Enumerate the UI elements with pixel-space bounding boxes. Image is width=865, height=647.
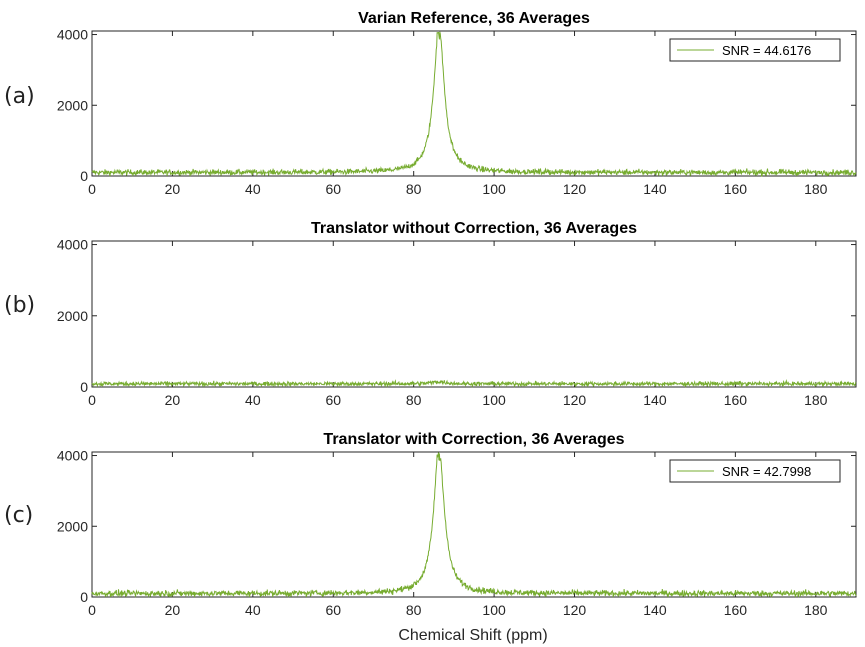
chart-title: Varian Reference, 36 Averages — [358, 10, 590, 27]
x-tick-label: 140 — [643, 392, 667, 408]
x-tick-label: 120 — [563, 181, 587, 197]
x-tick-label: 180 — [804, 181, 828, 197]
legend-box — [669, 38, 841, 62]
series-line — [91, 31, 857, 178]
x-tick-label: 0 — [88, 602, 96, 618]
x-tick-label: 80 — [406, 392, 422, 408]
series-line — [91, 452, 857, 598]
panel-label-b: (b) — [4, 293, 36, 318]
x-tick-label: 80 — [406, 181, 422, 197]
chart-title: Translator without Correction, 36 Averag… — [311, 220, 637, 237]
x-tick-label: 0 — [88, 181, 96, 197]
x-tick-label: 20 — [165, 181, 181, 197]
axes-box — [91, 240, 857, 388]
legend-entry: SNR = 42.7998 — [722, 464, 811, 479]
subplot-c: Translator with Correction, 36 Averages 0… — [57, 431, 857, 618]
x-tick-label: 140 — [643, 181, 667, 197]
x-tick-label: 100 — [482, 602, 506, 618]
x-tick-label: 100 — [482, 181, 506, 197]
y-tick-label: 2000 — [57, 97, 88, 113]
x-tick-label: 120 — [563, 602, 587, 618]
x-axis-label: Chemical Shift (ppm) — [398, 627, 547, 644]
x-tick-label: 180 — [804, 602, 828, 618]
subplot-b: Translator without Correction, 36 Averag… — [57, 220, 857, 408]
legend-entry: SNR = 44.6176 — [722, 43, 811, 58]
x-tick-label: 60 — [325, 392, 341, 408]
x-tick-label: 180 — [804, 392, 828, 408]
x-tick-label: 40 — [245, 602, 261, 618]
panel-label-a: (a) — [4, 84, 35, 109]
legend-box — [669, 459, 841, 483]
x-tick-label: 0 — [88, 392, 96, 408]
y-tick-label: 0 — [80, 379, 88, 395]
series-line — [91, 378, 857, 388]
x-tick-label: 140 — [643, 602, 667, 618]
y-tick-label: 0 — [80, 168, 88, 184]
y-tick-label: 4000 — [57, 27, 88, 43]
x-tick-label: 60 — [325, 602, 341, 618]
legend: SNR = 42.7998 — [669, 459, 841, 483]
chart-title: Translator with Correction, 36 Averages — [323, 431, 624, 448]
y-tick-label: 4000 — [57, 448, 88, 464]
y-tick-label: 2000 — [57, 518, 88, 534]
x-tick-label: 40 — [245, 181, 261, 197]
y-tick-label: 2000 — [57, 308, 88, 324]
x-tick-label: 100 — [482, 392, 506, 408]
y-tick-label: 0 — [80, 589, 88, 605]
x-tick-label: 20 — [165, 392, 181, 408]
x-tick-label: 160 — [724, 392, 748, 408]
legend: SNR = 44.6176 — [669, 38, 841, 62]
x-tick-label: 80 — [406, 602, 422, 618]
x-tick-label: 60 — [325, 181, 341, 197]
panel-label-c: (c) — [4, 503, 34, 528]
x-tick-label: 20 — [165, 602, 181, 618]
x-tick-label: 160 — [724, 602, 748, 618]
x-tick-label: 160 — [724, 181, 748, 197]
y-tick-label: 4000 — [57, 237, 88, 253]
x-tick-label: 40 — [245, 392, 261, 408]
subplot-a: Varian Reference, 36 Averages 0 20 40 60 80 10… — [57, 10, 857, 197]
x-tick-label: 120 — [563, 392, 587, 408]
